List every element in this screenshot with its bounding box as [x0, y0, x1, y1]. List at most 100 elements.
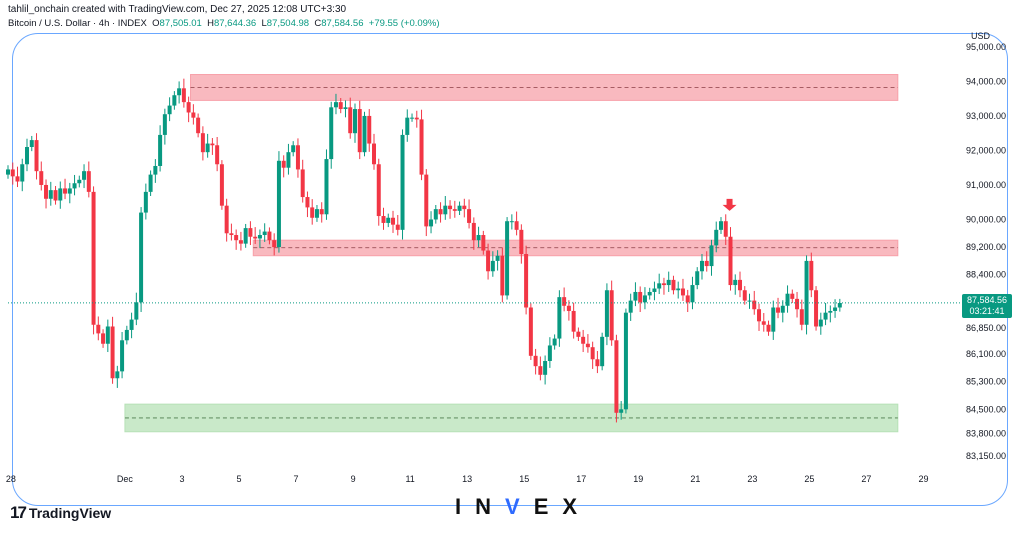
candle-body	[205, 143, 210, 153]
candle-body	[761, 321, 766, 325]
candle-body	[742, 290, 747, 301]
candle-body	[181, 88, 186, 103]
time-tick-label: 25	[804, 474, 814, 484]
candles-layer	[6, 78, 842, 423]
candle-body	[642, 295, 647, 303]
candle-body	[657, 283, 662, 289]
candle-body	[257, 235, 262, 239]
candle-body	[818, 319, 823, 327]
candle-body	[647, 291, 652, 296]
candle-body	[395, 224, 400, 230]
candle-body	[566, 305, 571, 311]
ohlc-low: 87,504.98	[266, 18, 310, 29]
candle-body	[63, 188, 68, 194]
candle-body	[452, 209, 457, 211]
candle-body	[196, 117, 201, 134]
currency-label[interactable]: USD	[971, 31, 991, 41]
candle-body	[718, 221, 723, 230]
candle-body	[324, 159, 329, 215]
candle-body	[124, 329, 129, 341]
candle-body	[547, 345, 552, 361]
candle-body	[39, 171, 44, 185]
candle-body	[300, 169, 305, 198]
candle-body	[143, 191, 148, 213]
candle-body	[167, 105, 172, 115]
candle-body	[381, 216, 386, 223]
candle-body	[243, 228, 248, 244]
price-axis: 95,000.00 94,000.00 93,000.00 92,000.00 91,0…	[966, 42, 1006, 461]
candle-body	[833, 307, 838, 311]
candle-body	[333, 102, 338, 108]
price-tick-label: 83,800.00	[966, 428, 1006, 438]
candle-body	[671, 279, 676, 291]
symbol-name[interactable]: Bitcoin / U.S. Dollar · 4h · INDEX	[8, 18, 147, 29]
candle-body	[661, 283, 666, 286]
price-tick-label: 93,000.00	[966, 111, 1006, 121]
candle-body	[576, 331, 581, 337]
candle-body	[362, 115, 367, 153]
candle-body	[352, 109, 357, 134]
candle-body	[34, 140, 39, 172]
candle-body	[200, 133, 205, 153]
time-tick-label: 17	[576, 474, 586, 484]
candle-body	[590, 347, 595, 360]
candle-body	[562, 297, 567, 306]
last-price-tag: 87,584.56 03:21:41	[962, 294, 1012, 318]
candle-body	[728, 236, 733, 286]
candle-body	[343, 107, 348, 110]
candle-body	[619, 409, 624, 413]
candle-body	[101, 333, 106, 344]
candle-body	[291, 145, 296, 153]
candle-body	[158, 134, 163, 166]
candle-body	[519, 229, 524, 254]
candle-body	[571, 310, 576, 332]
candle-body	[153, 165, 158, 175]
ohlc-open-label: O	[152, 18, 160, 29]
candle-body	[419, 119, 424, 175]
candle-body	[747, 300, 752, 302]
candle-body	[614, 340, 619, 413]
candle-body	[680, 288, 685, 296]
candle-body	[685, 295, 690, 303]
candle-body	[86, 171, 91, 192]
time-tick-label: 3	[179, 474, 184, 484]
candle-body	[410, 117, 415, 119]
candle-body	[433, 209, 438, 220]
time-tick-label: 9	[351, 474, 356, 484]
candle-body	[823, 312, 828, 320]
candle-body	[58, 188, 63, 201]
candle-body	[471, 222, 476, 241]
candle-body	[248, 228, 253, 237]
ohlc-open: 87,505.01	[159, 18, 202, 29]
price-tick-label: 86,100.00	[966, 349, 1006, 359]
marker-layer	[722, 198, 737, 211]
candle-body	[162, 114, 167, 135]
candle-body	[505, 221, 510, 296]
candle-body	[448, 205, 453, 210]
candle-body	[509, 221, 514, 223]
candle-body	[533, 355, 538, 367]
candle-body	[91, 191, 96, 325]
candle-body	[429, 219, 434, 227]
time-tick-label: 5	[237, 474, 242, 484]
last-price-value: 87,584.56	[966, 295, 1008, 305]
candle-body	[752, 300, 757, 310]
candle-body	[695, 271, 700, 286]
candle-body	[229, 233, 234, 236]
candle-body	[581, 336, 586, 344]
candle-body	[234, 235, 239, 241]
time-tick-label: 19	[633, 474, 643, 484]
candle-body	[400, 134, 405, 230]
candle-body	[543, 361, 548, 375]
candle-body	[286, 152, 291, 168]
candle-body	[115, 371, 120, 379]
candle-body	[120, 340, 125, 372]
time-axis: 28 Dec 3 5 7 9 11 13 15 17 19 21 23 25 27 29	[6, 474, 929, 484]
candle-body	[600, 336, 605, 367]
ohlc-close: 87,584.56	[321, 18, 364, 29]
candle-body	[666, 279, 671, 286]
candle-body	[766, 324, 771, 332]
candle-body	[295, 145, 300, 170]
candle-body	[514, 221, 519, 230]
